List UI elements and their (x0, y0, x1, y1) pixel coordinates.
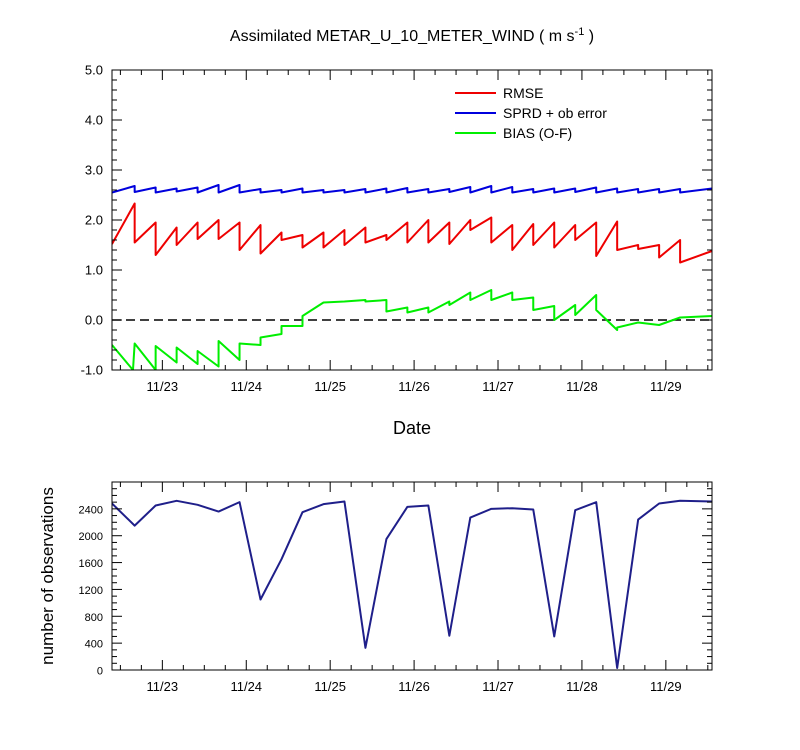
top-chart: Assimilated METAR_U_10_METER_WIND ( m s-… (81, 26, 713, 438)
y-tick-label: 2000 (79, 531, 103, 543)
x-tick-label: 11/27 (482, 379, 514, 394)
x-tick-label: 11/29 (650, 679, 682, 694)
x-tick-label: 11/28 (566, 679, 598, 694)
y-tick-label: 5.0 (85, 63, 103, 78)
y-tick-label: -1.0 (81, 363, 103, 378)
top-plot-frame (111, 69, 713, 371)
y-tick-label: 3.0 (85, 163, 103, 178)
x-tick-label: 11/23 (147, 679, 179, 694)
bottom-plot-frame (111, 481, 713, 671)
legend-label-rmse: RMSE (503, 85, 543, 101)
bottom-chart: 11/23 11/24 11/25 11/26 11/27 11/28 11/29 0 400 8… (38, 481, 713, 694)
y-tick-label: 2.0 (85, 213, 103, 228)
y-tick-label: 2400 (79, 504, 103, 516)
y-tick-label: 1600 (79, 558, 103, 570)
x-tick-label: 11/24 (230, 679, 262, 694)
observation-count-series-line (112, 499, 712, 669)
rmse-series-line (112, 202, 712, 264)
x-tick-label: 11/24 (230, 379, 262, 394)
bias-o-f-series-line (112, 289, 712, 370)
y-axis-label: number of observations (38, 487, 57, 665)
legend-label-bias-o-f: BIAS (O-F) (503, 125, 572, 141)
x-axis-label: Date (393, 418, 431, 438)
legend-label-sprd-ob-error: SPRD + ob error (503, 105, 607, 121)
x-tick-label: 11/25 (314, 379, 346, 394)
x-tick-label: 11/29 (650, 379, 682, 394)
y-tick-label: 800 (85, 612, 103, 624)
x-tick-label: 11/23 (147, 379, 179, 394)
y-tick-label: 1200 (79, 585, 103, 597)
y-tick-label: 0 (97, 666, 103, 678)
x-tick-label: 11/27 (482, 679, 514, 694)
x-tick-label: 11/26 (398, 379, 430, 394)
y-tick-label: 0.0 (85, 313, 103, 328)
chart-title: Assimilated METAR_U_10_METER_WIND ( m s-… (230, 26, 594, 45)
y-tick-label: 400 (85, 639, 103, 651)
legend: RMSE SPRD + ob error BIAS (O-F) (455, 85, 607, 141)
x-tick-label: 11/28 (566, 379, 598, 394)
x-tick-label: 11/25 (314, 679, 346, 694)
y-tick-label: 4.0 (85, 113, 103, 128)
y-tick-label: 1.0 (85, 263, 103, 278)
sprd-ob-error-series-line (112, 184, 712, 194)
x-tick-label: 11/26 (398, 679, 430, 694)
